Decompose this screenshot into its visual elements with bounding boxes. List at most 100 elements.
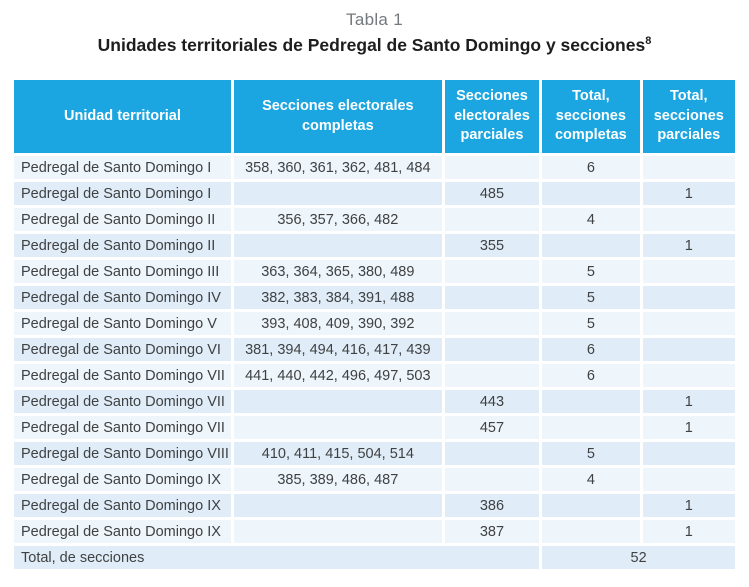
cell: Pedregal de Santo Domingo I: [11, 153, 234, 182]
cell: Pedregal de Santo Domingo IX: [11, 517, 234, 546]
cell: 1: [639, 413, 739, 442]
cell: 387: [441, 517, 543, 546]
cell: 441, 440, 442, 496, 497, 503: [230, 361, 445, 390]
cell: 385, 389, 486, 487: [230, 465, 445, 494]
cell: 355: [441, 231, 543, 260]
column-header-2: Secciones electorales parciales: [441, 77, 543, 156]
cell: 6: [539, 335, 643, 364]
cell: Pedregal de Santo Domingo I: [11, 179, 234, 208]
column-header-1: Secciones electorales completas: [230, 77, 445, 156]
cell: [230, 387, 445, 416]
header-row: Unidad territorial Secciones electorales …: [11, 77, 739, 156]
cell: [639, 439, 739, 468]
table-row: Pedregal de Santo Domingo III 363, 364, 3…: [11, 257, 739, 286]
cell: [639, 309, 739, 338]
cell: [639, 153, 739, 182]
cell: 6: [539, 153, 643, 182]
cell: 485: [441, 179, 543, 208]
cell: [639, 283, 739, 312]
cell: [441, 361, 543, 390]
cell: [441, 257, 543, 286]
cell: Pedregal de Santo Domingo IX: [11, 491, 234, 520]
cell: Pedregal de Santo Domingo VIII: [11, 439, 234, 468]
cell: [639, 465, 739, 494]
cell: Pedregal de Santo Domingo II: [11, 205, 234, 234]
cell: 393, 408, 409, 390, 392: [230, 309, 445, 338]
cell: [539, 413, 643, 442]
table-row: Pedregal de Santo Domingo VIII 410, 411, …: [11, 439, 739, 468]
cell: 5: [539, 309, 643, 338]
cell: Pedregal de Santo Domingo VII: [11, 413, 234, 442]
cell: [441, 465, 543, 494]
cell: 381, 394, 494, 416, 417, 439: [230, 335, 445, 364]
cell: 1: [639, 491, 739, 520]
cell: Pedregal de Santo Domingo IX: [11, 465, 234, 494]
cell: [441, 309, 543, 338]
table-row: Pedregal de Santo Domingo V 393, 408, 409…: [11, 309, 739, 338]
cell: 1: [639, 387, 739, 416]
cell: [441, 205, 543, 234]
cell: 443: [441, 387, 543, 416]
cell: [639, 361, 739, 390]
footnote-reference: 8: [645, 35, 652, 48]
cell: 4: [539, 465, 643, 494]
cell: Pedregal de Santo Domingo VII: [11, 361, 234, 390]
cell: [441, 439, 543, 468]
cell: [639, 257, 739, 286]
cell: 4: [539, 205, 643, 234]
table-subtitle: Unidades territoriales de Pedregal de Sa…: [0, 35, 749, 56]
cell: [441, 335, 543, 364]
table-number-title: Tabla 1: [346, 10, 403, 29]
table-row: Pedregal de Santo Domingo I 485 1: [11, 179, 739, 208]
cell: Pedregal de Santo Domingo VII: [11, 387, 234, 416]
total-label: Total, de secciones: [10, 543, 543, 572]
cell: 1: [639, 517, 739, 546]
cell: [230, 517, 445, 546]
cell: 410, 411, 415, 504, 514: [230, 439, 445, 468]
cell: [639, 335, 739, 364]
cell: Pedregal de Santo Domingo II: [11, 231, 234, 260]
column-header-3: Total, secciones completas: [539, 77, 643, 156]
cell: 6: [539, 361, 643, 390]
cell: [539, 387, 643, 416]
cell: [539, 179, 643, 208]
table-row: Pedregal de Santo Domingo VII 441, 440, 4…: [11, 361, 739, 390]
cell: 5: [539, 257, 643, 286]
table-row: Pedregal de Santo Domingo VI 381, 394, 49…: [11, 335, 739, 364]
cell: 1: [639, 179, 739, 208]
cell: [639, 205, 739, 234]
sections-table: Unidad territorial Secciones electorales …: [10, 77, 739, 572]
table-row: Pedregal de Santo Domingo II 355 1: [11, 231, 739, 260]
table-row: Pedregal de Santo Domingo VII 443 1: [11, 387, 739, 416]
cell: [230, 231, 445, 260]
column-header-0: Unidad territorial: [11, 77, 234, 156]
table-row: Pedregal de Santo Domingo VII 457 1: [11, 413, 739, 442]
cell: Pedregal de Santo Domingo V: [11, 309, 234, 338]
cell: Pedregal de Santo Domingo III: [11, 257, 234, 286]
subtitle-text: Unidades territoriales de Pedregal de Sa…: [97, 35, 646, 55]
cell: [441, 153, 543, 182]
cell: [230, 179, 445, 208]
total-row: Total, de secciones 52: [10, 543, 738, 572]
table-row: Pedregal de Santo Domingo IX 386 1: [11, 491, 739, 520]
cell: 382, 383, 384, 391, 488: [230, 283, 445, 312]
cell: 5: [539, 439, 643, 468]
table-row: Pedregal de Santo Domingo I 358, 360, 361…: [11, 153, 739, 182]
total-value: 52: [539, 543, 738, 572]
cell: [230, 491, 445, 520]
column-header-4: Total, secciones parciales: [639, 77, 739, 156]
table-row: Pedregal de Santo Domingo IX 387 1: [11, 517, 739, 546]
cell: [441, 283, 543, 312]
table-row: Pedregal de Santo Domingo II 356, 357, 36…: [11, 205, 739, 234]
cell: 363, 364, 365, 380, 489: [230, 257, 445, 286]
cell: 5: [539, 283, 643, 312]
table-row: Pedregal de Santo Domingo IV 382, 383, 38…: [11, 283, 739, 312]
cell: 1: [639, 231, 739, 260]
cell: [230, 413, 445, 442]
table-body: Pedregal de Santo Domingo I 358, 360, 361…: [11, 153, 739, 546]
cell: [539, 231, 643, 260]
cell: Pedregal de Santo Domingo VI: [11, 335, 234, 364]
cell: 356, 357, 366, 482: [230, 205, 445, 234]
cell: 386: [441, 491, 543, 520]
